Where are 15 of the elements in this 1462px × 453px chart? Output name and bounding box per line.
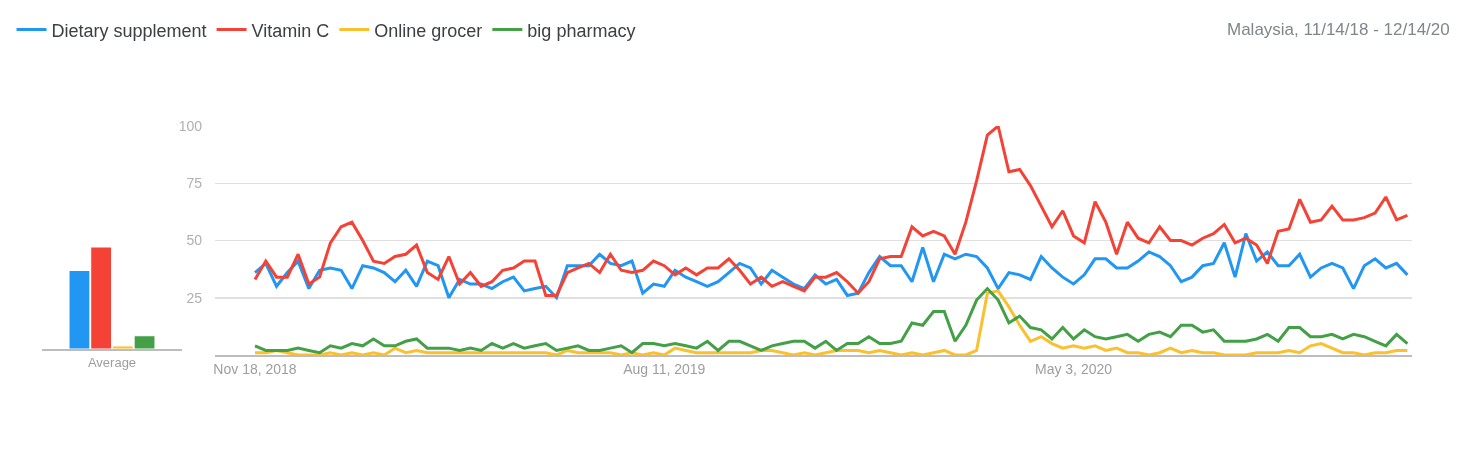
x-tick-label: Nov 18, 2018: [213, 360, 297, 377]
x-tick-label: May 3, 2020: [1034, 360, 1113, 377]
legend-label: Online grocer: [374, 20, 483, 41]
y-tick-label: 25: [186, 289, 203, 306]
x-tick-label: Aug 11, 2019: [623, 360, 706, 377]
line-series: [253, 126, 1409, 297]
legend-label: big pharmacy: [527, 20, 636, 41]
y-tick-label: 50: [186, 232, 203, 249]
y-tick-label: 75: [186, 175, 203, 192]
legend-label: Dietary supplement: [51, 20, 207, 41]
x-tick-label: Average: [87, 354, 137, 370]
y-tick-label: 100: [178, 117, 203, 134]
chart-subtitle: Malaysia, 11/14/18 - 12/14/20: [1227, 20, 1450, 39]
legend-label: Vitamin C: [251, 20, 330, 41]
line-series: [253, 232, 1409, 300]
